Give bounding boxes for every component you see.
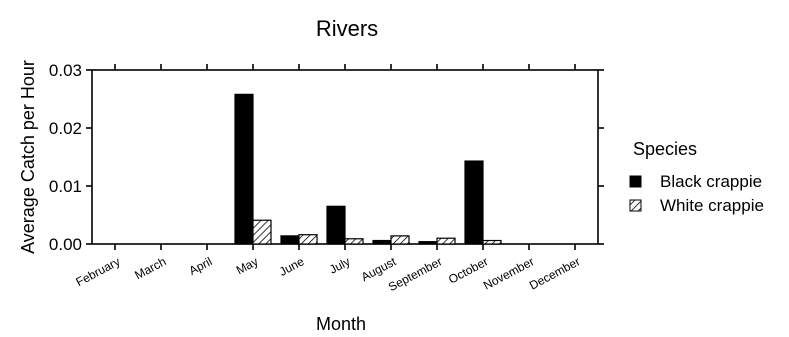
bar-black-crappie xyxy=(280,235,300,245)
x-tick-label: December xyxy=(527,254,582,292)
chart-title: Rivers xyxy=(316,16,378,41)
bar-white-crappie xyxy=(298,234,318,245)
legend-swatch xyxy=(629,175,642,188)
x-tick-label: May xyxy=(234,254,261,277)
legend-item-label: Black crappie xyxy=(660,172,762,191)
bar-black-crappie xyxy=(464,160,484,245)
y-tick-label: 0.01 xyxy=(49,177,82,196)
legend-item-label: White crappie xyxy=(660,196,764,215)
x-tick-label: July xyxy=(327,254,352,276)
bar-white-crappie xyxy=(436,237,456,245)
bar-white-crappie xyxy=(390,235,410,245)
bar-black-crappie xyxy=(372,239,392,245)
legend: Species Black crappie White crappie xyxy=(629,139,764,215)
bar-black-crappie xyxy=(418,241,438,245)
x-tick-label: March xyxy=(132,254,168,282)
bar-black-crappie xyxy=(326,205,346,245)
bar-white-crappie xyxy=(252,219,272,245)
legend-swatch xyxy=(629,199,642,212)
x-tick-label: November xyxy=(481,254,536,292)
x-tick-label: February xyxy=(73,254,122,289)
y-tick-label: 0.02 xyxy=(49,119,82,138)
plot-area: 0.00 0.01 0.02 0.03 February March April May Jun… xyxy=(49,61,604,294)
bar-white-crappie xyxy=(482,239,502,245)
x-axis-label: Month xyxy=(316,314,366,334)
bar-black-crappie xyxy=(234,93,254,245)
x-tick-label: April xyxy=(187,254,215,278)
x-tick-label: June xyxy=(277,254,307,279)
y-tick-label: 0.00 xyxy=(49,235,82,254)
legend-title: Species xyxy=(633,139,697,159)
y-axis-label: Average Catch per Hour xyxy=(18,60,38,254)
y-tick-label: 0.03 xyxy=(49,61,82,80)
bar-white-crappie xyxy=(344,238,364,245)
